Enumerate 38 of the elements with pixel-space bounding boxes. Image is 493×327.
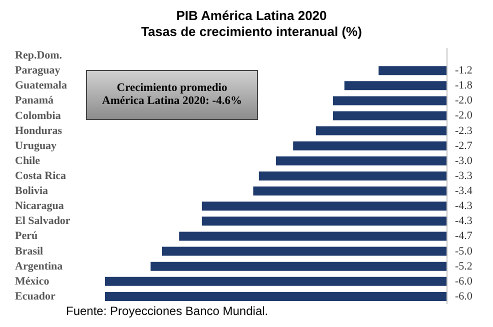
annotation: Crecimiento promedio América Latina 2020: -4.6% [101,82,243,108]
y-tick-label: Argentina [15,260,64,272]
y-tick-label: Bolivia [15,185,49,198]
y-tick-label: Panamá [15,94,54,107]
y-tick-label: Guatemala [15,80,68,92]
data-label: -4.3 [455,200,473,212]
y-tick-label: Ecuador [15,290,56,302]
y-tick-label: Perú [15,230,38,242]
y-tick-label: Rep.Dom. [15,50,62,62]
data-label: -1.8 [455,80,473,92]
chart-title: PIB América Latina 2020 [175,8,328,24]
data-label: -4.3 [455,215,473,228]
note-box: Crecimiento promedio América Latina 2020: -4.6% [86,70,258,120]
data-label: -3.0 [455,154,473,167]
y-tick-label: El Salvador [15,215,70,228]
data-label: -3.4 [455,185,473,198]
annotation: Fuente: Proyecciones Banco Mundial. [66,304,268,318]
data-label: -6.0 [455,290,473,302]
data-label: -2.3 [455,124,473,137]
y-tick-label: Honduras [15,124,63,137]
data-label: -5.2 [455,260,472,272]
data-label: -5.0 [455,245,473,258]
data-label: -6.0 [455,275,473,288]
data-label: -3.3 [455,170,473,182]
y-tick-label: Chile [15,154,40,167]
data-label: -4.7 [455,230,473,242]
data-label: -2.0 [455,94,473,107]
data-label: -2.0 [455,110,473,122]
y-tick-label: Brasil [15,245,44,258]
chart-subtitle: Tasas de crecimiento interanual (%) [140,24,363,40]
y-tick-label: Colombia [15,110,62,122]
data-label: -2.7 [455,140,473,152]
y-tick-label: Uruguay [15,140,58,152]
y-tick-label: Costa Rica [15,170,67,182]
y-tick-label: Nicaragua [15,200,64,212]
y-tick-label: México [15,275,50,288]
data-label: -1.2 [455,64,472,77]
y-tick-label: Paraguay [15,64,61,77]
